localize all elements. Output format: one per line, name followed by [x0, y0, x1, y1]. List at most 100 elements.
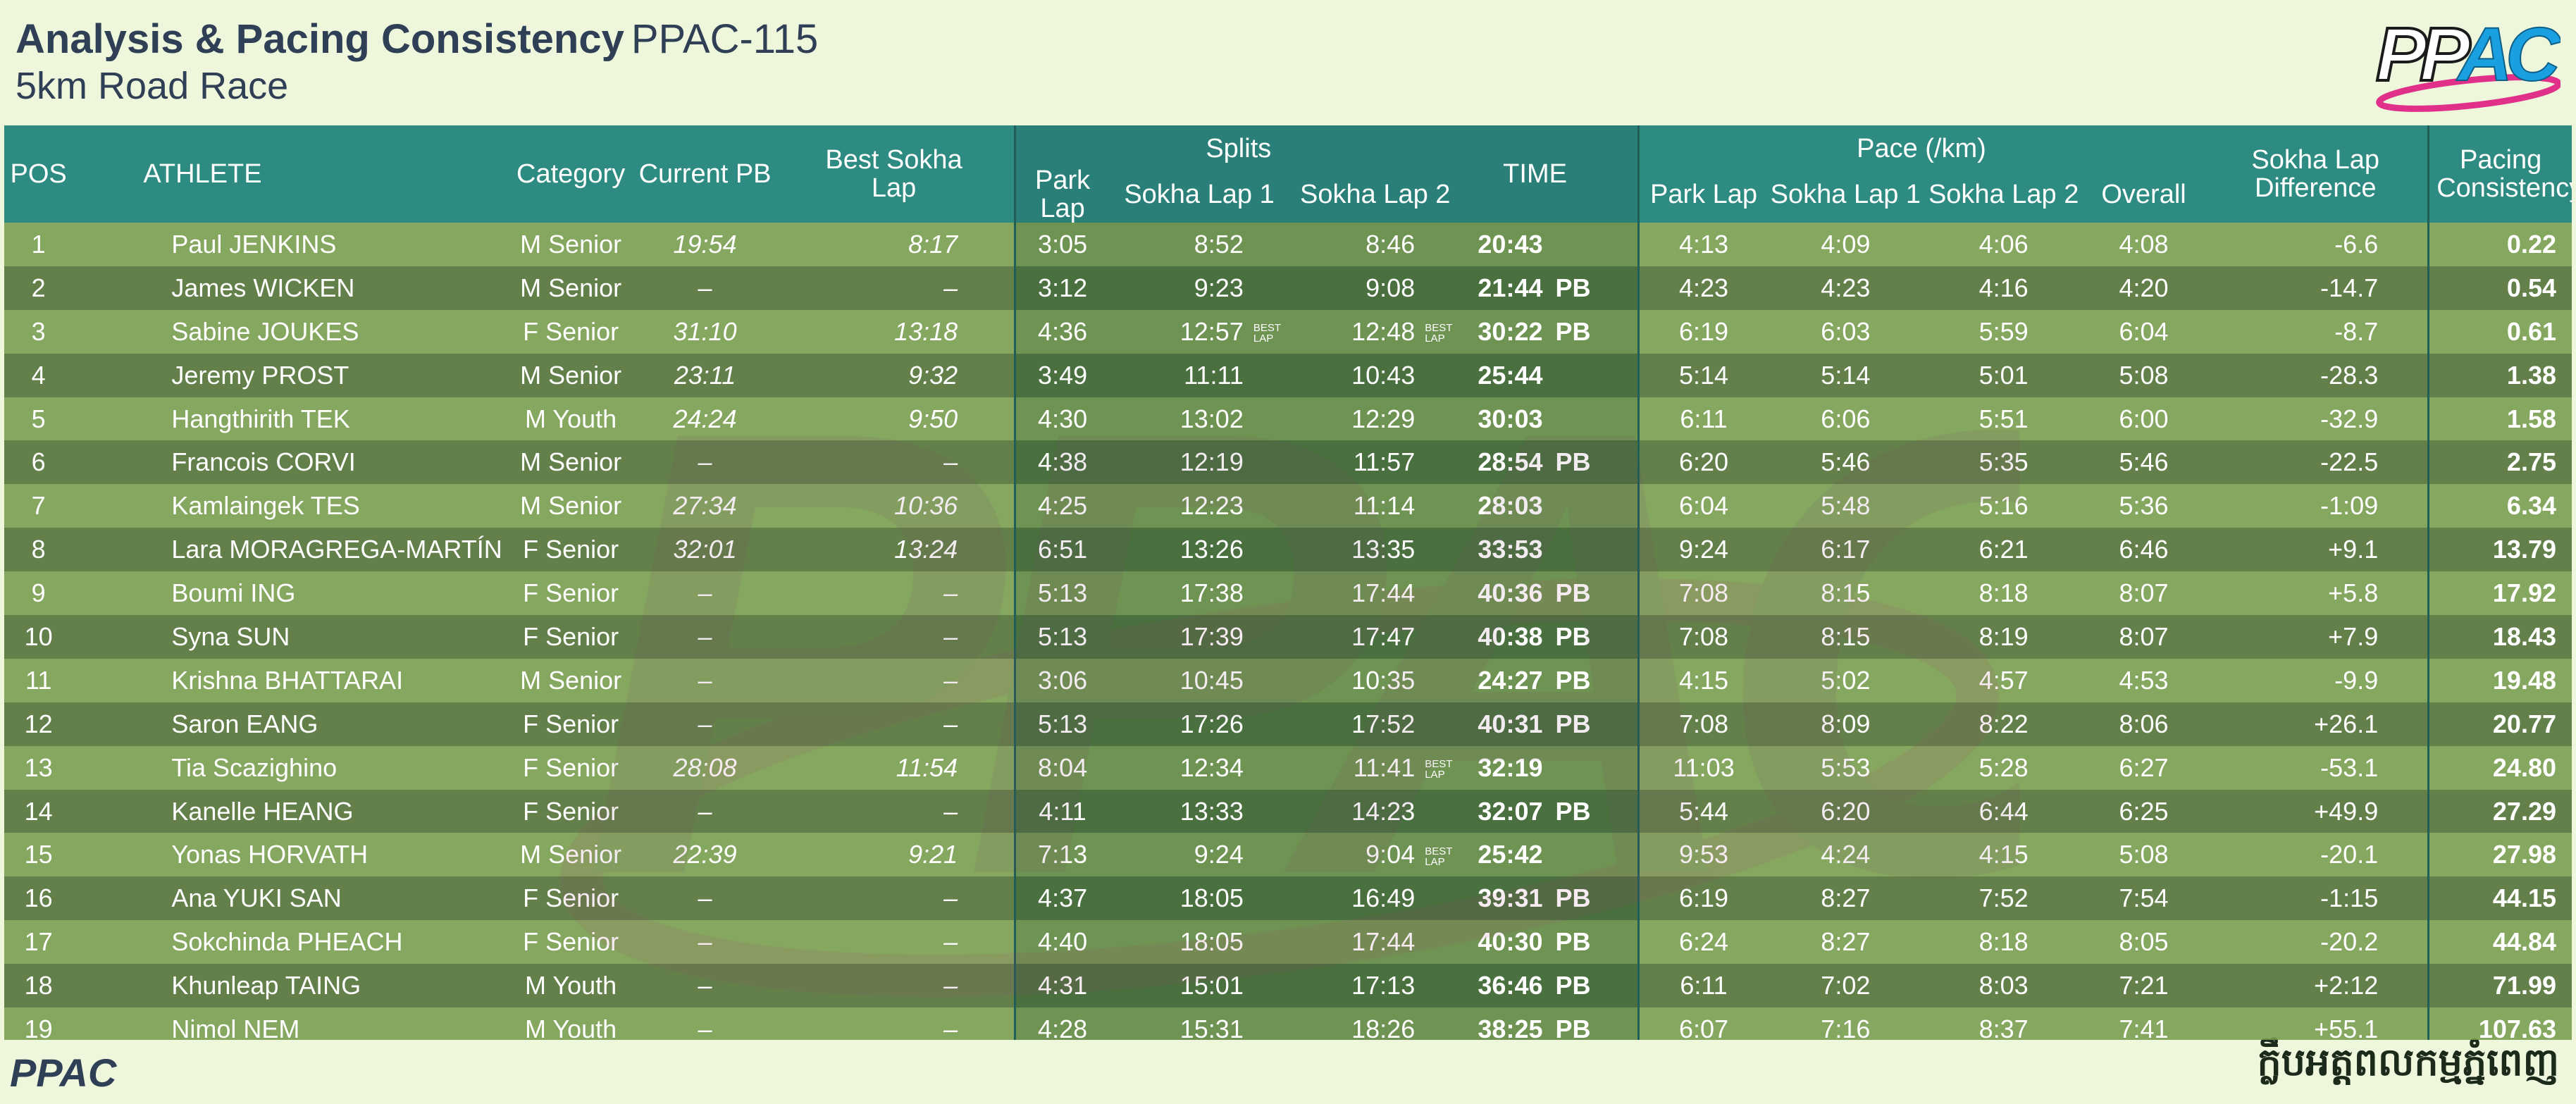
time-value: 20:43 — [1478, 229, 1543, 259]
cell-current-pb: – — [636, 1007, 774, 1040]
cell-sokha-lap-2: 9:08BESTLAP — [1289, 266, 1461, 310]
cell-current-pb: 23:11 — [636, 353, 774, 397]
col-pacing-consistency: Pacing Consistency — [2427, 125, 2572, 223]
sokha-lap-1-value: 12:57 — [1179, 316, 1244, 346]
cell-sokha-lap-difference: -28.3 — [2203, 353, 2429, 397]
cell-pacing-consistency: 1.38 — [2427, 353, 2572, 397]
cell-pace-sokha-lap-1: 6:17 — [1768, 528, 1924, 572]
time-value: 25:44 — [1478, 360, 1543, 390]
cell-pace-sokha-lap-1: 6:06 — [1768, 397, 1924, 441]
cell-pace-park-lap: 7:08 — [1637, 571, 1769, 616]
cell-pace-sokha-lap-1: 8:15 — [1768, 571, 1924, 616]
cell-time: 28:03 — [1461, 484, 1639, 528]
best-lap-label-bottom: LAP — [1253, 333, 1274, 345]
sokha-lap-2-value: 17:47 — [1351, 621, 1416, 651]
cell-pace-sokha-lap-1: 8:27 — [1768, 920, 1924, 965]
cell-pace-sokha-lap-1: 4:23 — [1768, 266, 1924, 310]
cell-overall: 6:00 — [2083, 397, 2204, 441]
col-sokha-lap-difference: Sokha Lap Difference — [2203, 125, 2429, 223]
table-row: 1 Paul JENKINS M Senior 19:54 8:17 3:05 … — [4, 223, 2572, 266]
sokha-lap-1-value: 12:34 — [1179, 752, 1244, 782]
col-pace-sokha-lap-2: Sokha Lap 2 — [1923, 166, 2084, 223]
results-table-container: POS ATHLETE Category Current PB Best Sok… — [4, 125, 2572, 1040]
cell-time: 28:54 PB — [1461, 440, 1639, 485]
cell-sokha-lap-1: 11:11BESTLAP — [1109, 353, 1290, 397]
table-row: 7 Kamlaingek TES M Senior 27:34 10:36 4:… — [4, 484, 2572, 528]
best-lap-badge: BEST LAP — [1425, 759, 1452, 780]
cell-pace-park-lap: 9:53 — [1637, 833, 1769, 877]
time-value: 28:54 — [1478, 447, 1543, 477]
cell-sokha-lap-difference: -1:09 — [2203, 484, 2429, 528]
cell-park-lap: 4:36 — [1014, 309, 1109, 354]
cell-pos: 6 — [4, 440, 73, 485]
col-athlete: ATHLETE — [73, 125, 505, 223]
cell-pos: 4 — [4, 353, 73, 397]
time-value: 33:53 — [1478, 535, 1543, 564]
cell-time: 40:38 PB — [1461, 615, 1639, 659]
cell-pace-park-lap: 6:24 — [1637, 920, 1769, 965]
cell-time: 25:44 — [1461, 353, 1639, 397]
cell-pace-sokha-lap-1: 8:27 — [1768, 876, 1924, 921]
group-pace: Pace (/km) — [1637, 125, 2204, 166]
cell-sokha-lap-difference: +55.1 — [2203, 1007, 2429, 1040]
cell-sokha-lap-difference: -53.1 — [2203, 745, 2429, 790]
cell-pacing-consistency: 0.61 — [2427, 309, 2572, 354]
cell-pace-sokha-lap-2: 4:15 — [1923, 833, 2084, 877]
cell-pos: 15 — [4, 833, 73, 877]
cell-overall: 8:05 — [2083, 920, 2204, 965]
cell-park-lap: 3:06 — [1014, 658, 1109, 702]
cell-pace-sokha-lap-2: 5:16 — [1923, 484, 2084, 528]
cell-current-pb: – — [636, 789, 774, 833]
cell-pace-park-lap: 6:20 — [1637, 440, 1769, 485]
cell-best-sokha-lap: – — [773, 266, 1015, 310]
header-row-groups: POS ATHLETE Category Current PB Best Sok… — [4, 125, 2572, 223]
table-row: 2 James WICKEN M Senior – – 3:12 9:23BES… — [4, 266, 2572, 310]
cell-sokha-lap-difference: -20.2 — [2203, 920, 2429, 965]
table-row: 9 Boumi ING F Senior – – 5:13 17:38BESTL… — [4, 571, 2572, 616]
cell-sokha-lap-2: 13:35BESTLAP — [1289, 528, 1461, 572]
cell-pace-sokha-lap-2: 6:21 — [1923, 528, 2084, 572]
cell-sokha-lap-2: 17:44BESTLAP — [1289, 920, 1461, 965]
cell-category: F Senior — [505, 789, 637, 833]
cell-category: F Senior — [505, 615, 637, 659]
cell-pacing-consistency: 2.75 — [2427, 440, 2572, 485]
cell-athlete: Sokchinda PHEACH — [73, 920, 505, 965]
cell-pace-sokha-lap-1: 5:48 — [1768, 484, 1924, 528]
cell-pace-park-lap: 6:11 — [1637, 964, 1769, 1008]
cell-current-pb: 28:08 — [636, 745, 774, 790]
table-row: 6 Francois CORVI M Senior – – 4:38 12:19… — [4, 440, 2572, 485]
cell-pos: 13 — [4, 745, 73, 790]
cell-park-lap: 4:25 — [1014, 484, 1109, 528]
cell-best-sokha-lap: – — [773, 615, 1015, 659]
time-value: 38:25 — [1478, 1014, 1543, 1040]
sokha-lap-2-value: 10:35 — [1351, 665, 1416, 695]
cell-time: 40:31 PB — [1461, 702, 1639, 746]
header-row-columns: Park Lap Sokha Lap 1 Sokha Lap 2 Park La… — [4, 166, 2572, 223]
cell-sokha-lap-2: 16:49BESTLAP — [1289, 876, 1461, 921]
cell-pace-park-lap: 6:19 — [1637, 309, 1769, 354]
cell-best-sokha-lap: 10:36 — [773, 484, 1015, 528]
cell-best-sokha-lap: 8:17 — [773, 223, 1015, 266]
cell-sokha-lap-1: 12:23BESTLAP — [1109, 484, 1290, 528]
time-value: 32:07 — [1478, 796, 1543, 826]
cell-best-sokha-lap: 9:21 — [773, 833, 1015, 877]
cell-park-lap: 4:30 — [1014, 397, 1109, 441]
cell-current-pb: – — [636, 571, 774, 616]
cell-sokha-lap-1: 17:38BESTLAP — [1109, 571, 1290, 616]
sokha-lap-1-value: 13:33 — [1179, 796, 1244, 826]
ppac-logo: PPAC — [2374, 10, 2560, 112]
cell-park-lap: 7:13 — [1014, 833, 1109, 877]
col-time: TIME — [1461, 125, 1639, 223]
cell-park-lap: 4:28 — [1014, 1007, 1109, 1040]
cell-sokha-lap-2: 17:52BESTLAP — [1289, 702, 1461, 746]
cell-pos: 7 — [4, 484, 73, 528]
cell-pace-sokha-lap-1: 7:16 — [1768, 1007, 1924, 1040]
pb-badge: PB — [1555, 273, 1591, 302]
cell-sokha-lap-1: 13:26BESTLAP — [1109, 528, 1290, 572]
cell-time: 32:19 — [1461, 745, 1639, 790]
best-lap-label-top: BEST — [1253, 322, 1282, 335]
pb-badge: PB — [1555, 796, 1591, 826]
col-sokha-lap-1: Sokha Lap 1 — [1109, 166, 1290, 223]
cell-category: M Senior — [505, 353, 637, 397]
cell-best-sokha-lap: – — [773, 702, 1015, 746]
